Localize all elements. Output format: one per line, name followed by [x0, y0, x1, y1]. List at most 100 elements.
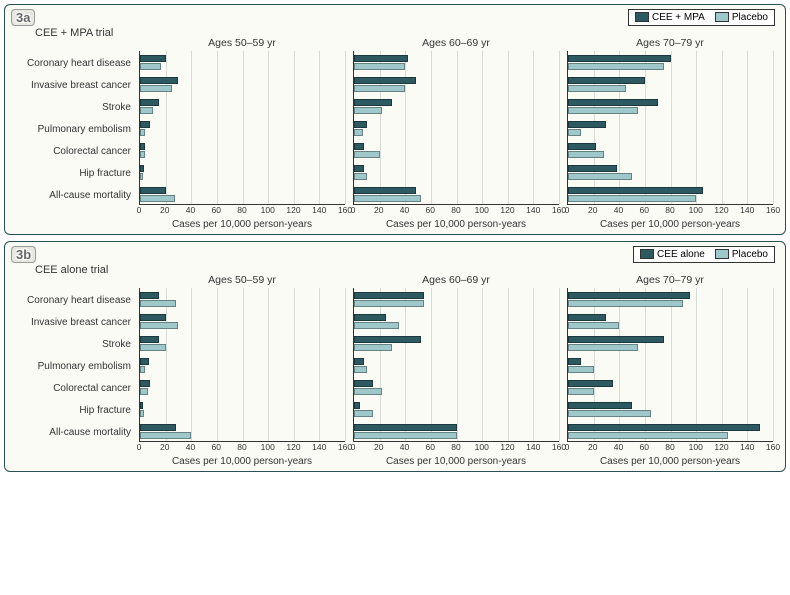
- bar-treatment: [568, 121, 606, 128]
- grid-line: [508, 288, 509, 441]
- legend-label: CEE + MPA: [652, 12, 705, 23]
- bar-placebo: [354, 322, 399, 329]
- bar-placebo: [568, 107, 638, 114]
- x-tick: 160: [766, 205, 780, 215]
- grid-line: [533, 51, 534, 204]
- grid-line: [457, 51, 458, 204]
- bar-placebo: [140, 107, 153, 114]
- bar-treatment: [568, 292, 690, 299]
- x-axis-label: Cases per 10,000 person-years: [139, 456, 345, 467]
- grid-line: [671, 51, 672, 204]
- grid-line: [594, 51, 595, 204]
- bar-placebo: [354, 173, 367, 180]
- grid-line: [594, 288, 595, 441]
- x-tick: 40: [614, 442, 623, 452]
- x-axis: 020406080100120140160: [567, 442, 773, 456]
- bar-placebo: [354, 300, 424, 307]
- x-tick: 20: [160, 442, 169, 452]
- subplot-title: Ages 50–59 yr: [139, 272, 345, 288]
- bar-placebo: [354, 107, 382, 114]
- bar-placebo: [140, 85, 172, 92]
- x-tick: 20: [160, 205, 169, 215]
- bar-placebo: [140, 195, 175, 202]
- bar-treatment: [568, 336, 664, 343]
- grid-line: [722, 288, 723, 441]
- x-tick: 40: [400, 205, 409, 215]
- x-axis-label: Cases per 10,000 person-years: [567, 456, 773, 467]
- subplot: Ages 50–59 yr020406080100120140160Cases …: [135, 272, 349, 467]
- x-tick: 160: [766, 442, 780, 452]
- grid-line: [482, 288, 483, 441]
- charts-row: Coronary heart diseaseInvasive breast ca…: [13, 272, 777, 467]
- x-tick: 0: [565, 442, 570, 452]
- grid-line: [722, 51, 723, 204]
- subplot-title: Ages 60–69 yr: [353, 272, 559, 288]
- grid-line: [747, 51, 748, 204]
- grid-line: [345, 51, 346, 204]
- bar-treatment: [140, 165, 144, 172]
- bar-placebo: [140, 344, 166, 351]
- bar-placebo: [354, 410, 373, 417]
- bar-placebo: [140, 151, 145, 158]
- x-tick: 140: [312, 205, 326, 215]
- bar-placebo: [354, 344, 392, 351]
- bar-treatment: [568, 143, 596, 150]
- bar-treatment: [140, 424, 176, 431]
- x-tick: 80: [237, 442, 246, 452]
- legend-label: CEE alone: [657, 249, 705, 260]
- bar-placebo: [354, 85, 405, 92]
- x-axis-label: Cases per 10,000 person-years: [567, 219, 773, 230]
- plot-area: [139, 51, 345, 205]
- bar-placebo: [568, 85, 626, 92]
- bar-treatment: [354, 55, 408, 62]
- bar-treatment: [354, 165, 364, 172]
- category-labels: Coronary heart diseaseInvasive breast ca…: [13, 35, 135, 230]
- bar-treatment: [354, 77, 416, 84]
- bar-treatment: [140, 358, 149, 365]
- bar-placebo: [140, 322, 178, 329]
- panel-badge: 3b: [11, 246, 36, 263]
- x-tick: 0: [351, 205, 356, 215]
- bar-placebo: [568, 300, 683, 307]
- grid-line: [217, 51, 218, 204]
- bar-treatment: [354, 358, 364, 365]
- bar-treatment: [354, 380, 373, 387]
- grid-line: [559, 288, 560, 441]
- grid-line: [294, 288, 295, 441]
- subplot-title: Ages 70–79 yr: [567, 272, 773, 288]
- subplot: Ages 60–69 yr020406080100120140160Cases …: [349, 272, 563, 467]
- x-tick: 40: [614, 205, 623, 215]
- x-tick: 80: [237, 205, 246, 215]
- bar-treatment: [568, 402, 632, 409]
- x-tick: 100: [261, 205, 275, 215]
- bar-placebo: [568, 63, 664, 70]
- subplot-title: Ages 70–79 yr: [567, 35, 773, 51]
- x-tick: 40: [400, 442, 409, 452]
- grid-line: [294, 51, 295, 204]
- grid-line: [243, 51, 244, 204]
- bar-placebo: [140, 300, 176, 307]
- legend-item-treatment: CEE + MPA: [635, 12, 705, 23]
- legend-label: Placebo: [732, 12, 768, 23]
- bar-treatment: [140, 143, 145, 150]
- category-label: Stroke: [13, 97, 135, 119]
- category-label: Coronary heart disease: [13, 290, 135, 312]
- subplot: Ages 50–59 yr020406080100120140160Cases …: [135, 35, 349, 230]
- trial-label: CEE alone trial: [35, 264, 108, 276]
- grid-line: [533, 288, 534, 441]
- category-labels: Coronary heart diseaseInvasive breast ca…: [13, 272, 135, 467]
- x-tick: 20: [588, 205, 597, 215]
- x-tick: 140: [740, 205, 754, 215]
- subplot: Ages 70–79 yr020406080100120140160Cases …: [563, 272, 777, 467]
- bar-placebo: [354, 195, 421, 202]
- bar-treatment: [354, 187, 416, 194]
- x-tick: 100: [261, 442, 275, 452]
- x-tick: 140: [740, 442, 754, 452]
- grid-line: [645, 51, 646, 204]
- bar-treatment: [354, 424, 457, 431]
- grid-line: [268, 288, 269, 441]
- bar-treatment: [568, 165, 617, 172]
- grid-line: [166, 288, 167, 441]
- bar-treatment: [568, 358, 581, 365]
- subplot: Ages 70–79 yr020406080100120140160Cases …: [563, 35, 777, 230]
